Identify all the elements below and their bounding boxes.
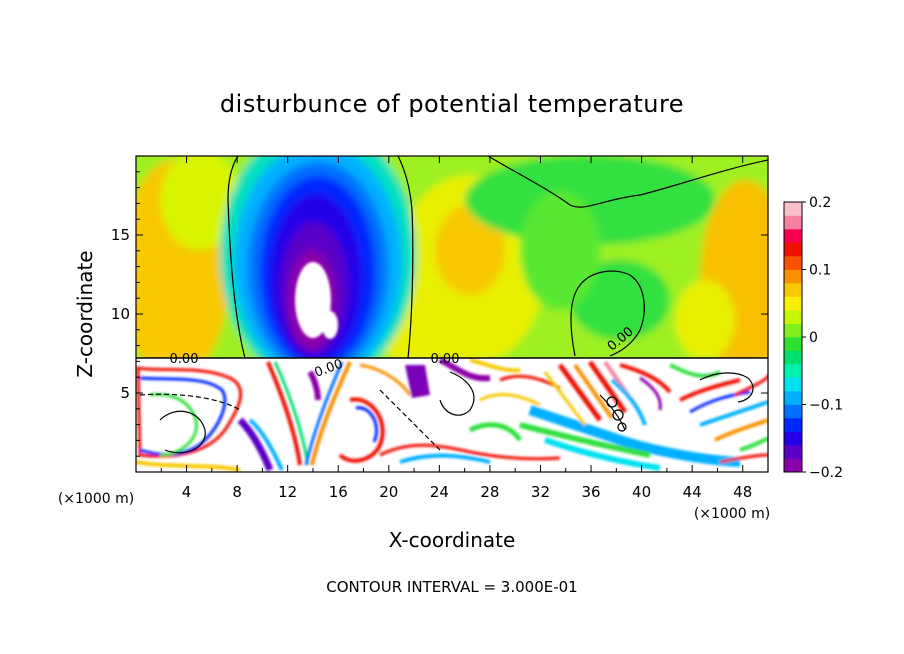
x-tick-label: 16	[329, 483, 348, 501]
y-axis-title: Z-coordinate	[73, 250, 97, 377]
colorbar-swatch	[784, 418, 802, 432]
contour-label-1: 0.00	[170, 352, 199, 367]
contour-label-3: 0.00	[431, 352, 460, 367]
contour-interval-note: CONTOUR INTERVAL = 3.000E-01	[326, 578, 577, 596]
plot-area: 0.00 0.00 0.00 0.00	[136, 156, 768, 472]
lower-contour-c	[379, 389, 441, 451]
colorbar-swatch	[784, 310, 802, 324]
zero-contour-plume-right	[397, 156, 414, 359]
contour-lines	[136, 156, 768, 454]
y-tick-label: 15	[111, 226, 130, 244]
x-tick-label: 36	[581, 483, 600, 501]
x-axis: 4 8 12 16 20 24 28 32 36 40 44 48	[160, 156, 752, 501]
colorbar-label: 0.2	[809, 195, 831, 211]
y-tick-label: 5	[120, 384, 130, 402]
colorbar-swatch	[784, 350, 802, 365]
colorbar-swatch	[784, 458, 802, 473]
colorbar-swatch	[784, 202, 802, 216]
lower-contour-ring-3	[617, 422, 627, 432]
x-tick-label: 40	[632, 483, 651, 501]
colorbar-swatch	[784, 431, 802, 446]
x-tick-label: 12	[278, 483, 297, 501]
x-tick-label: 4	[182, 483, 192, 501]
x-tick-label: 32	[531, 483, 550, 501]
upper-field	[136, 156, 768, 385]
colorbar-label: −0.2	[809, 465, 843, 481]
y-tick-label: 10	[111, 305, 130, 323]
colorbar-swatch	[784, 391, 802, 405]
colorbar-swatch	[784, 283, 802, 297]
lower-field	[136, 357, 768, 472]
lower-contour-a	[159, 410, 206, 454]
colorbar-swatch	[784, 337, 802, 351]
x-axis-title: X-coordinate	[389, 528, 516, 552]
colorbar-swatch	[784, 364, 802, 378]
lower-contour-d	[439, 371, 475, 416]
x-tick-label: 48	[733, 483, 752, 501]
colorbar-swatch	[784, 377, 802, 392]
colorbar-swatch	[784, 229, 802, 243]
colorbar: 0.2 0.1 0 −0.1 −0.2	[783, 195, 843, 481]
lower-contour-ring-1	[606, 396, 618, 408]
x-tick-label: 8	[232, 483, 242, 501]
zero-contour-plume	[227, 156, 246, 359]
lower-contour-ring-2	[612, 409, 624, 421]
plume-core	[295, 262, 338, 339]
colorbar-swatch	[784, 215, 802, 230]
colorbar-swatch	[784, 242, 802, 257]
colorbar-swatch	[784, 445, 802, 459]
chart-title: disturbunce of potential temperature	[220, 90, 684, 118]
zero-contour-upper-right	[487, 156, 768, 208]
colorbar-label: 0.1	[809, 263, 831, 279]
colorbar-swatch	[784, 323, 802, 338]
colorbar-swatch	[784, 256, 802, 270]
x-tick-label: 44	[683, 483, 702, 501]
colorbar-swatch	[784, 269, 802, 284]
x-tick-label: 28	[480, 483, 499, 501]
x-unit-label-left: (×1000 m)	[58, 491, 134, 507]
y-axis: 5 10 15	[111, 171, 768, 457]
colorbar-label: −0.1	[809, 398, 843, 414]
zero-contour-bubble	[570, 270, 645, 357]
colorbar-label: 0	[809, 330, 818, 346]
lower-contour-f	[699, 372, 754, 403]
x-unit-label-right: (×1000 m)	[694, 506, 770, 522]
x-tick-label: 24	[430, 483, 449, 501]
x-tick-label: 20	[379, 483, 398, 501]
colorbar-swatch	[784, 296, 802, 311]
lower-contour-b	[139, 393, 241, 411]
colorbar-swatch	[784, 404, 802, 419]
